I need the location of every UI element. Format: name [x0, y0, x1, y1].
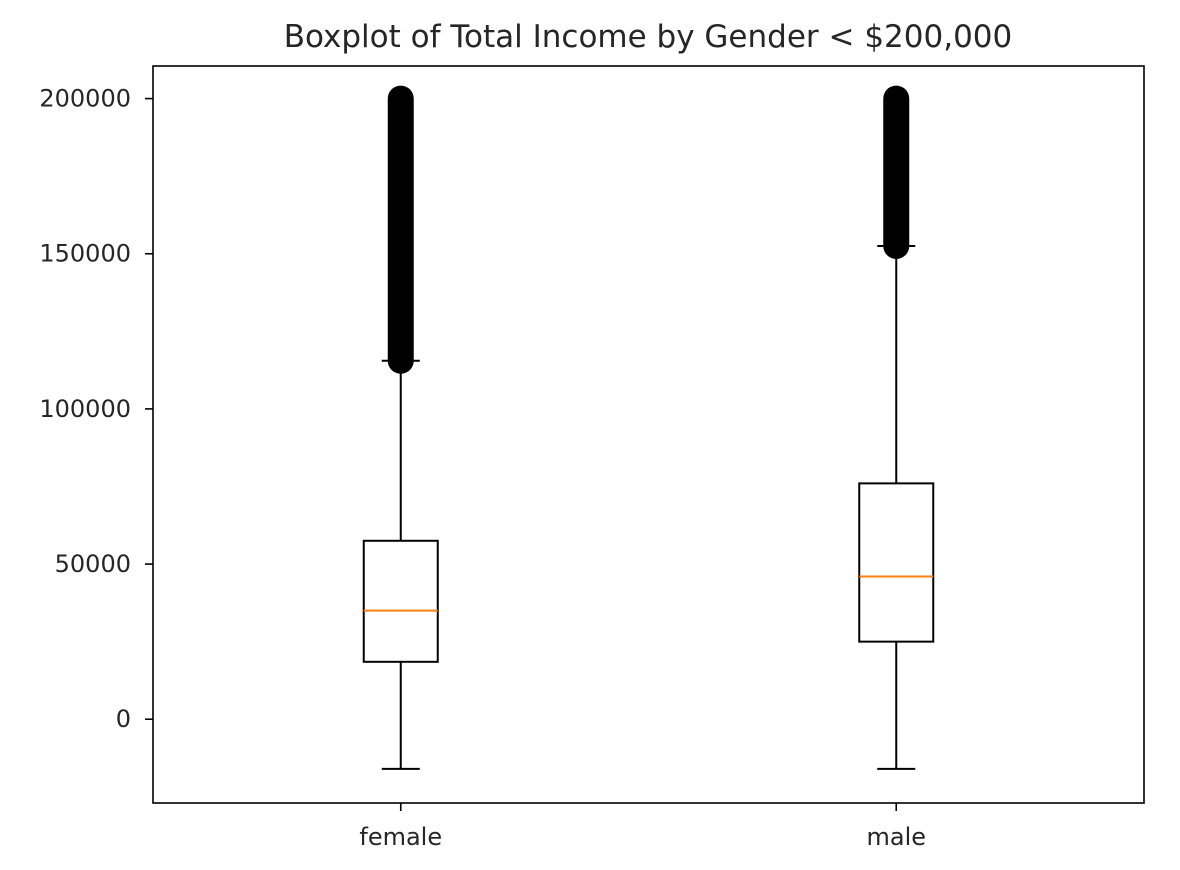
boxplot-marks	[362, 85, 935, 770]
plot-frame	[152, 65, 1145, 804]
box-female	[362, 539, 439, 663]
y-tick-label: 150000	[39, 240, 131, 268]
y-tick-label: 0	[116, 705, 131, 733]
chart-title: Boxplot of Total Income by Gender < $200…	[284, 19, 1013, 55]
y-tick-label: 100000	[39, 395, 131, 423]
y-tick-label: 50000	[55, 550, 131, 578]
box-group-female	[362, 85, 439, 770]
box-male	[858, 482, 935, 643]
x-tick-label: female	[359, 823, 442, 851]
box-group-male	[858, 85, 935, 770]
y-tick-label: 200000	[39, 85, 131, 113]
x-tick-label: male	[866, 823, 926, 851]
x-axis: female male	[359, 803, 926, 851]
y-axis: 0 50000 100000 150000 200000	[39, 85, 153, 733]
